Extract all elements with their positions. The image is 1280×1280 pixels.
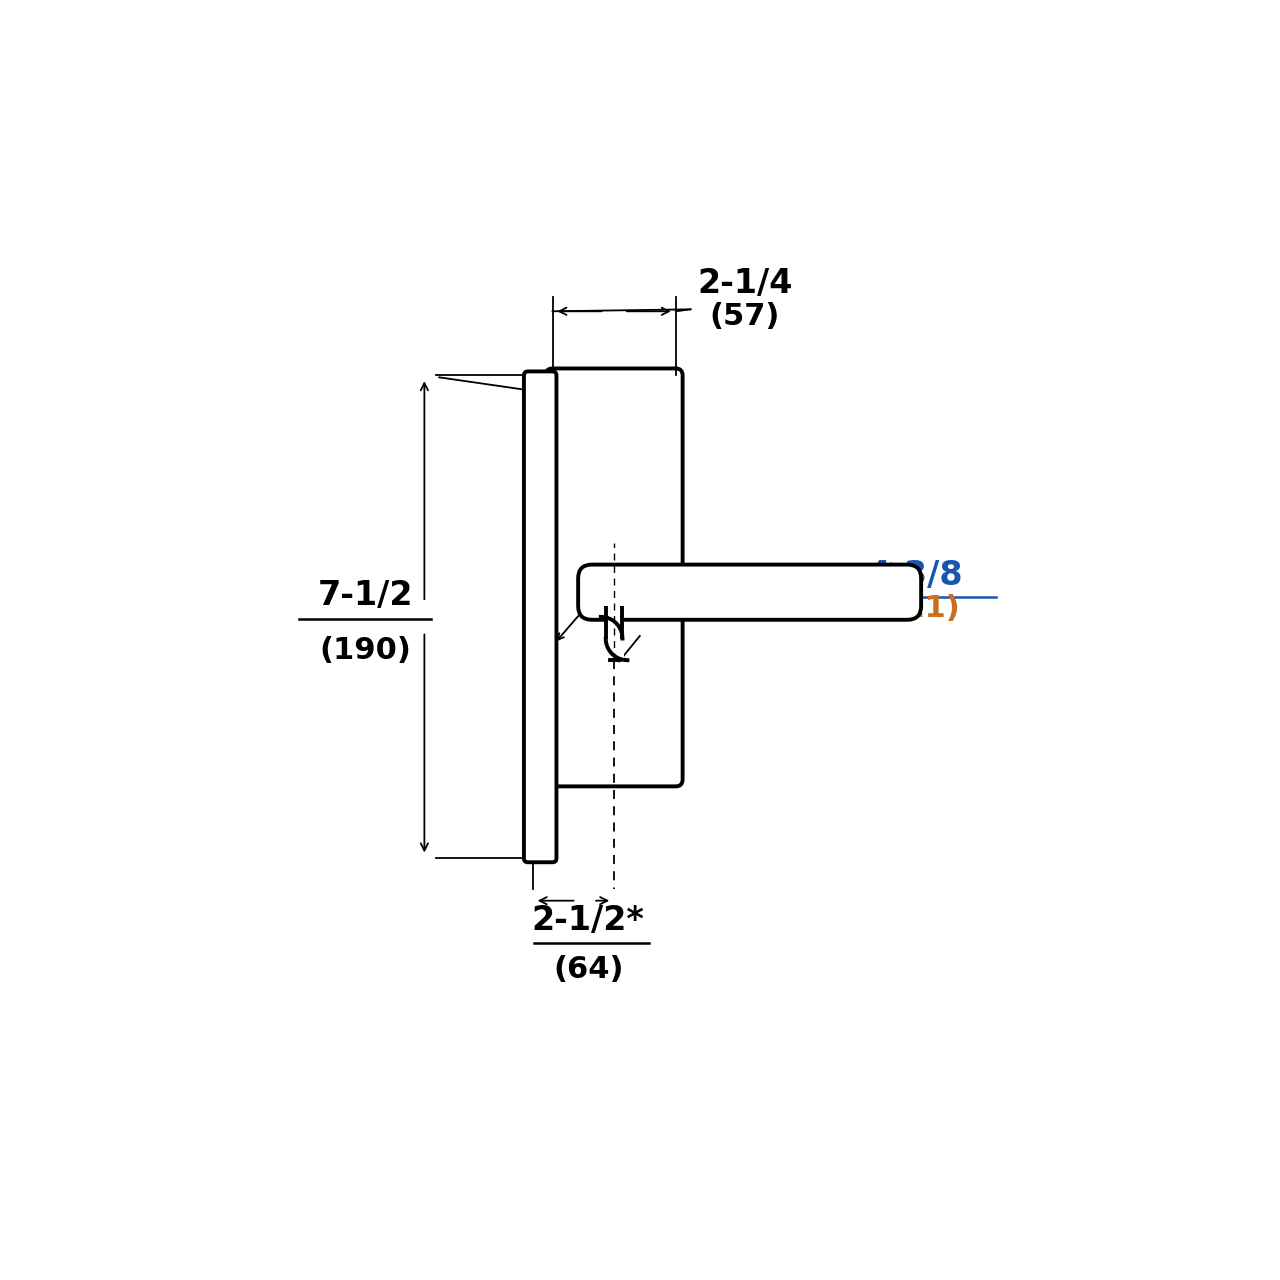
- FancyBboxPatch shape: [524, 371, 557, 863]
- Text: 4-3/8: 4-3/8: [868, 559, 964, 591]
- Text: 2-1/2*: 2-1/2*: [531, 904, 645, 937]
- Text: (64): (64): [553, 955, 623, 984]
- FancyBboxPatch shape: [579, 564, 922, 620]
- Text: (190): (190): [319, 636, 411, 664]
- Text: (111): (111): [868, 594, 960, 623]
- Text: (57): (57): [709, 302, 780, 330]
- Text: 2-1/4: 2-1/4: [698, 268, 792, 301]
- FancyBboxPatch shape: [545, 369, 682, 786]
- FancyBboxPatch shape: [604, 605, 625, 660]
- Text: 7-1/2: 7-1/2: [317, 579, 413, 612]
